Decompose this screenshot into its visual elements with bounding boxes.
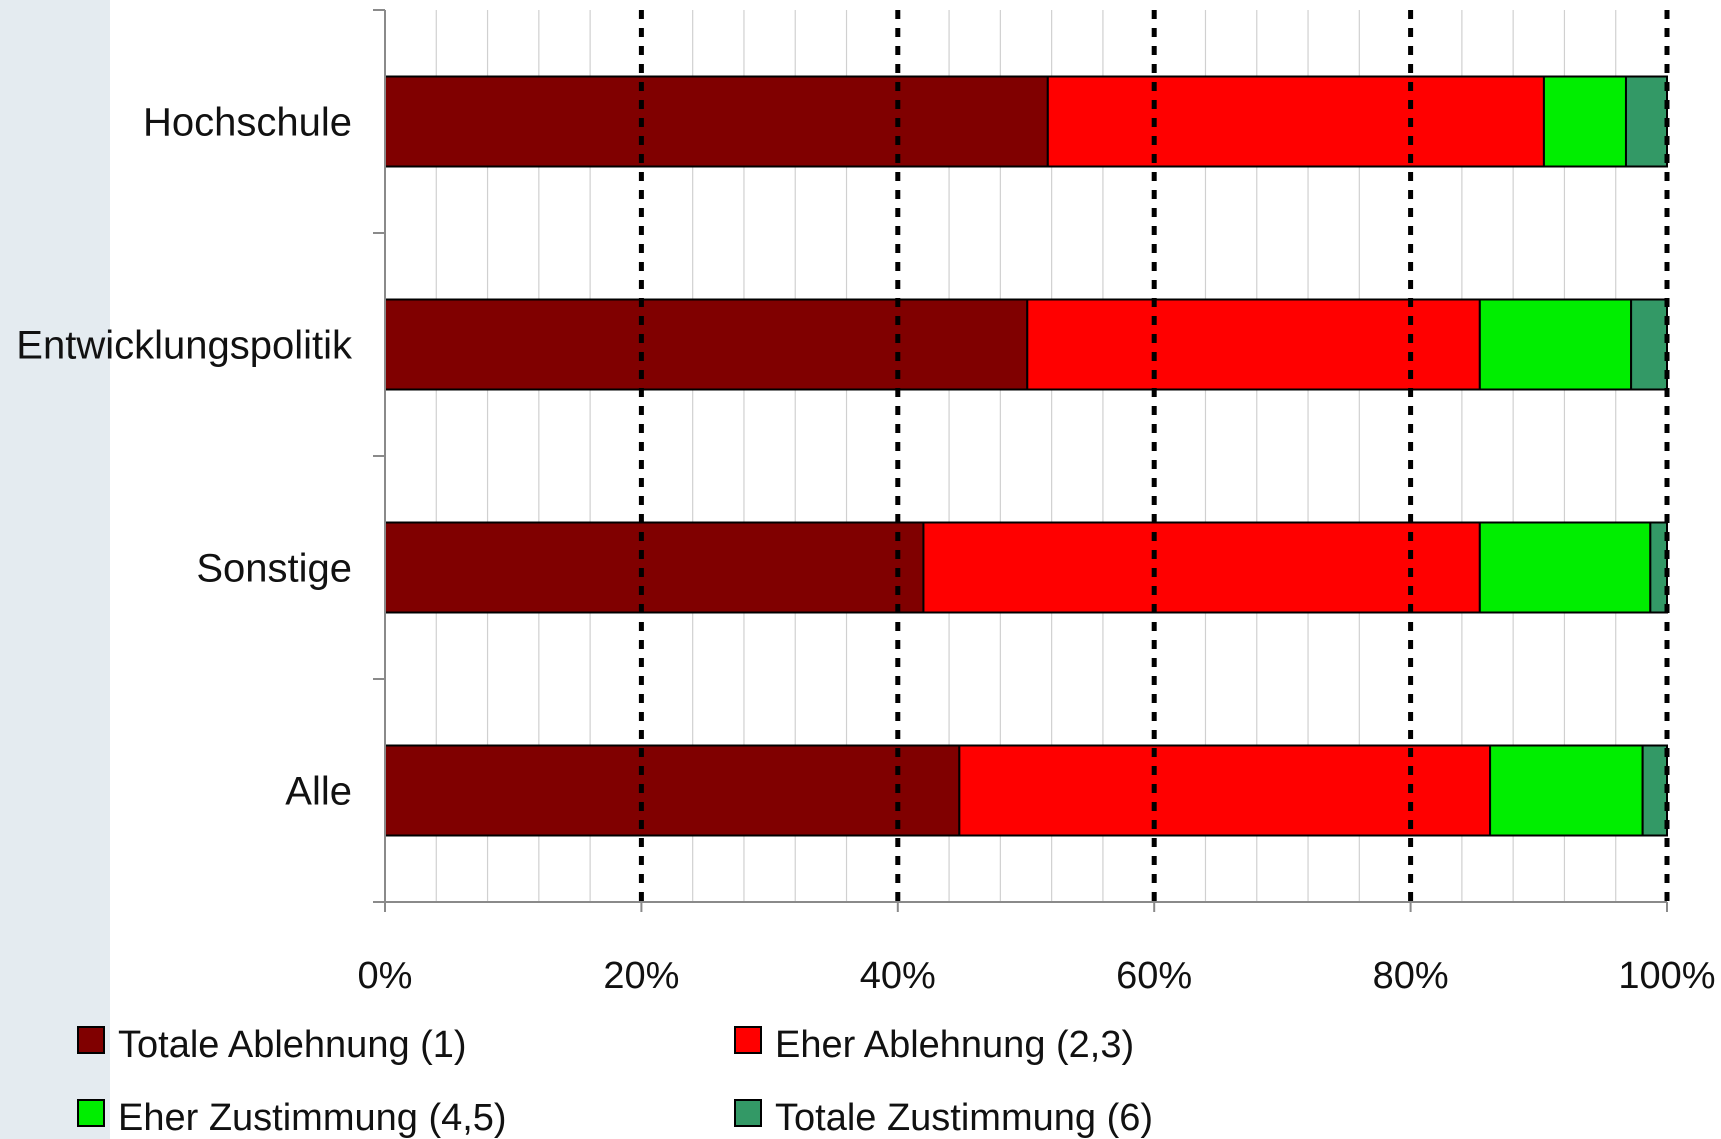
bar-segment-entwicklungspolitik-3 (1630, 298, 1669, 391)
legend-label: Totale Ablehnung (1) (118, 1024, 467, 1066)
bar-segment-hochschule-2 (1542, 75, 1627, 168)
legend-swatch (734, 1099, 762, 1127)
bar-segment-hochschule-0 (384, 75, 1049, 168)
bar-segment-sonstige-0 (384, 521, 925, 614)
legend-swatch (734, 1026, 762, 1054)
axis-layer (373, 9, 1668, 912)
category-label: Sonstige (196, 547, 352, 591)
bar-segment-alle-3 (1641, 744, 1668, 837)
left-side-panel (0, 0, 110, 1139)
legend-label: Totale Zustimmung (6) (775, 1097, 1153, 1139)
legend: Totale Ablehnung (1) Eher Ablehnung (2,3)… (77, 1024, 1153, 1139)
bar-segment-sonstige-2 (1478, 521, 1652, 614)
legend-label: Eher Zustimmung (4,5) (118, 1097, 507, 1139)
legend-swatch (77, 1026, 105, 1054)
x-tick-label: 20% (603, 955, 679, 997)
legend-swatch (77, 1099, 105, 1127)
x-tick-label: 40% (860, 955, 936, 997)
x-tick-label: 80% (1373, 955, 1449, 997)
bar-segment-alle-0 (384, 744, 961, 837)
bar-segment-sonstige-3 (1649, 521, 1668, 614)
bar-segment-entwicklungspolitik-1 (1026, 298, 1481, 391)
x-tick-label: 100% (1618, 955, 1715, 997)
bar-segment-hochschule-3 (1624, 75, 1668, 168)
x-tick-label: 0% (358, 955, 413, 997)
bars-layer (384, 75, 1669, 837)
x-tick-label: 60% (1116, 955, 1192, 997)
bar-segment-sonstige-1 (922, 521, 1481, 614)
category-label: Alle (285, 770, 352, 814)
bar-segment-alle-2 (1489, 744, 1644, 837)
bar-segment-entwicklungspolitik-2 (1478, 298, 1633, 391)
legend-label: Eher Ablehnung (2,3) (775, 1024, 1134, 1066)
category-label: Hochschule (143, 101, 352, 145)
bar-segment-alle-1 (958, 744, 1492, 837)
bar-segment-entwicklungspolitik-0 (384, 298, 1029, 391)
bar-segment-hochschule-1 (1046, 75, 1545, 168)
category-label: Entwicklungspolitik (16, 324, 353, 368)
labels-layer: Hochschule Entwicklungspolitik Sonstige All… (16, 101, 1715, 998)
